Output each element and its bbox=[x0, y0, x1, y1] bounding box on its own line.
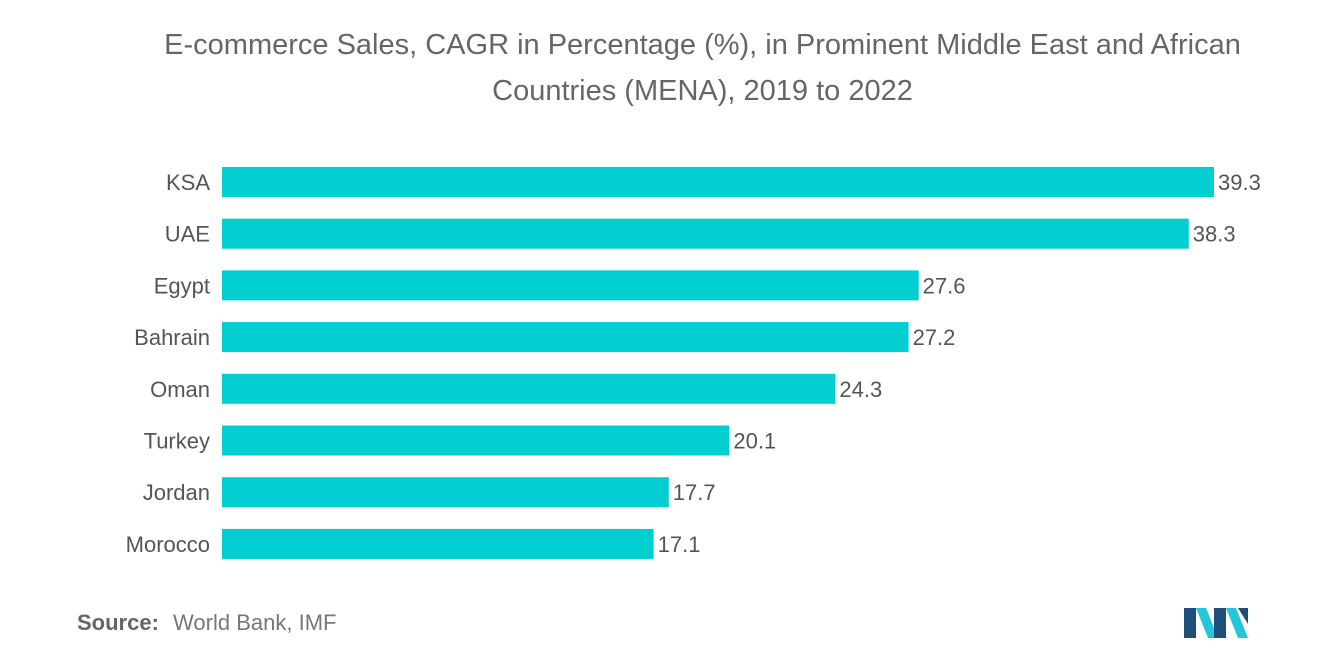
category-label-jordan: Jordan bbox=[143, 480, 210, 505]
category-label-uae: UAE bbox=[165, 222, 210, 247]
source-text: World Bank, IMF bbox=[173, 610, 337, 635]
value-label-ksa: 39.3 bbox=[1218, 170, 1261, 195]
bar-chart: KSA 39.3 UAE 38.3 Egypt 27.6 Bahrain 27.2 Oman 24… bbox=[126, 167, 1261, 559]
category-label-oman: Oman bbox=[150, 377, 210, 402]
source-note: Source: World Bank, IMF bbox=[77, 610, 336, 636]
value-label-morocco: 17.1 bbox=[658, 532, 701, 557]
value-label-jordan: 17.7 bbox=[673, 480, 716, 505]
value-label-uae: 38.3 bbox=[1193, 222, 1236, 247]
bar-egypt bbox=[222, 270, 919, 301]
bar-morocco bbox=[222, 528, 654, 559]
category-label-turkey: Turkey bbox=[144, 429, 210, 454]
category-label-egypt: Egypt bbox=[154, 273, 210, 298]
chart-title-line-1: E-commerce Sales, CAGR in Percentage (%)… bbox=[164, 29, 1241, 61]
bar-turkey bbox=[222, 425, 730, 456]
chart-title: E-commerce Sales, CAGR in Percentage (%)… bbox=[60, 22, 1320, 114]
category-label-morocco: Morocco bbox=[126, 532, 210, 557]
bar-jordan bbox=[222, 477, 669, 508]
value-label-turkey: 20.1 bbox=[733, 429, 776, 454]
chart-title-line-2: Countries (MENA), 2019 to 2022 bbox=[492, 75, 913, 107]
brand-logo-icon bbox=[1184, 608, 1248, 638]
bar-uae bbox=[222, 218, 1189, 249]
bar-ksa bbox=[222, 167, 1214, 197]
bar-oman bbox=[222, 373, 836, 404]
value-label-oman: 24.3 bbox=[839, 377, 882, 402]
bars-layer: KSA 39.3 UAE 38.3 Egypt 27.6 Bahrain 27.2 Oman 24… bbox=[126, 167, 1261, 559]
source-label: Source: bbox=[77, 610, 159, 635]
category-label-ksa: KSA bbox=[166, 170, 210, 195]
bar-bahrain bbox=[222, 322, 909, 353]
value-label-egypt: 27.6 bbox=[923, 273, 966, 298]
value-label-bahrain: 27.2 bbox=[913, 325, 956, 350]
category-label-bahrain: Bahrain bbox=[134, 325, 210, 350]
